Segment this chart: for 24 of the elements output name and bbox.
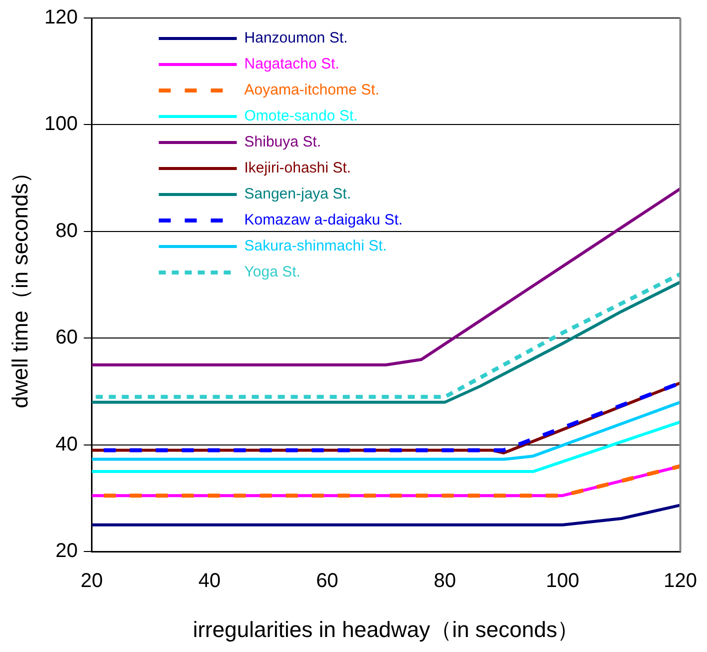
- text: Sangen-jaya St.: [244, 186, 352, 203]
- text: Nagatacho St.: [244, 56, 340, 73]
- x-tick-label: 60: [316, 570, 338, 592]
- y-tick-label: 100: [44, 113, 78, 136]
- text: Sakura-shinmachi St.: [244, 238, 387, 255]
- x-tick-label: 100: [546, 570, 580, 592]
- y-tick-label: 120: [44, 6, 78, 29]
- y-tick-label: 80: [56, 220, 78, 242]
- y-tick-label: 40: [56, 433, 78, 456]
- text: Hanzoumon St.: [244, 30, 348, 47]
- x-tick-label: 20: [80, 570, 103, 592]
- text: Komazaw a-daigaku St.: [244, 212, 403, 229]
- y-axis-title: dwell time（in seconds）: [7, 161, 32, 408]
- text: Aoyama-itchome St.: [244, 82, 380, 99]
- y-tick-label: 60: [56, 326, 78, 349]
- x-tick-label: 120: [664, 570, 698, 592]
- x-tick-label: 40: [198, 570, 221, 592]
- text: Shibuya St.: [244, 134, 321, 151]
- text: Omote-sando St.: [244, 108, 358, 125]
- x-axis-title: irregularities in headway（in seconds）: [192, 616, 580, 642]
- y-tick-label: 20: [56, 540, 78, 562]
- text: Ikejiri-ohashi St.: [244, 160, 351, 177]
- x-tick-label: 80: [434, 570, 456, 592]
- text: Yoga St.: [244, 264, 300, 281]
